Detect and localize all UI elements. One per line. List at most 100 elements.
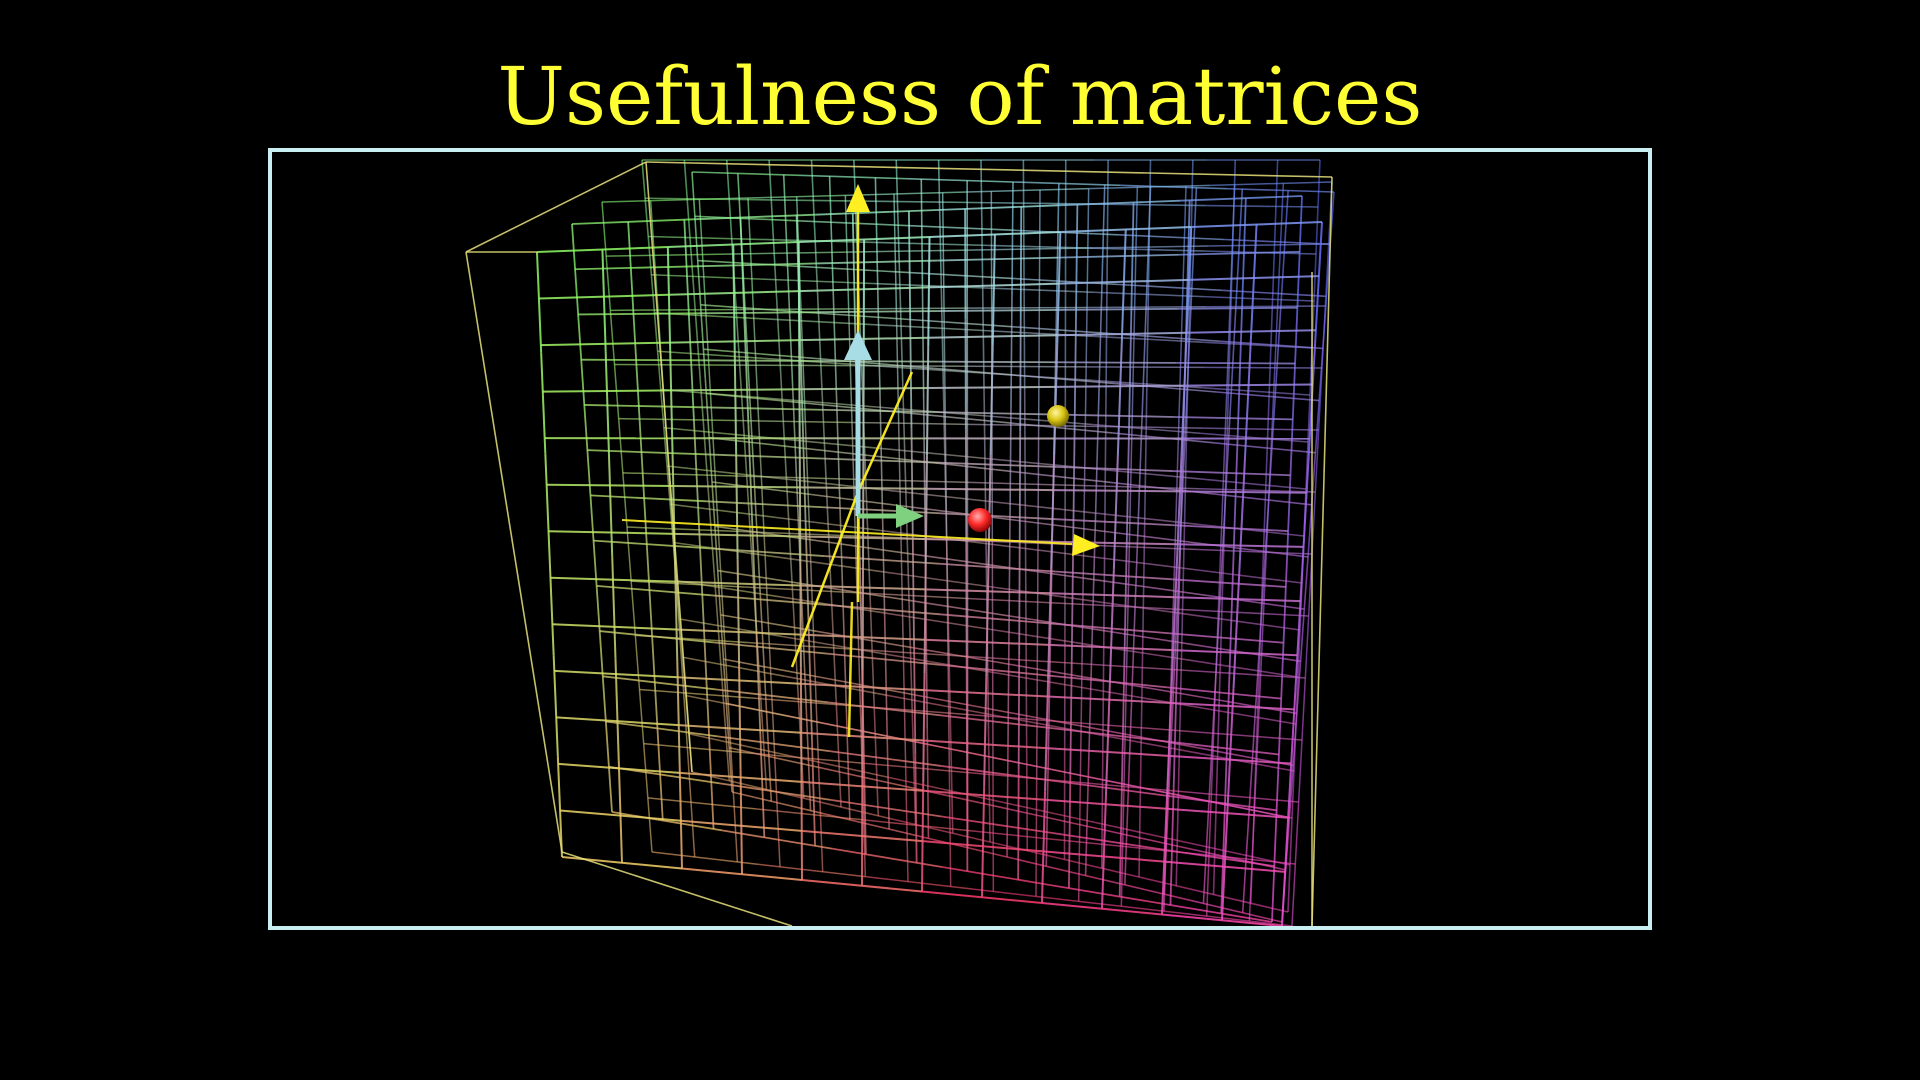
grid-line — [926, 346, 930, 456]
grid-line — [1092, 335, 1203, 343]
grid-line — [1012, 181, 1121, 187]
grid-line — [1235, 189, 1244, 309]
grid-line — [1257, 551, 1267, 673]
grid-line — [688, 321, 695, 423]
grid-line — [571, 223, 580, 323]
grid-line — [1185, 912, 1293, 926]
box-edge — [1311, 176, 1333, 926]
grid-line — [1047, 567, 1053, 680]
grid-line — [1019, 206, 1023, 319]
grid-line — [1093, 291, 1204, 298]
grid-line — [743, 320, 750, 425]
grid-line — [1101, 795, 1107, 909]
grid-line — [1241, 792, 1252, 913]
grid-line — [759, 591, 767, 697]
grid-line — [981, 786, 986, 898]
grid-line — [746, 641, 859, 651]
grid-line — [584, 419, 593, 519]
grid-line — [923, 739, 1047, 750]
grid-line — [1078, 900, 1186, 915]
grid-line — [1008, 663, 1105, 682]
grid-line — [1057, 331, 1187, 337]
grid-line — [1301, 456, 1310, 575]
grid-line — [939, 512, 1056, 521]
grid-line — [706, 500, 824, 509]
grid-line — [681, 867, 803, 881]
grid-line — [1195, 614, 1301, 631]
grid-line — [865, 487, 871, 598]
grid-line — [1108, 569, 1115, 683]
grid-line — [873, 706, 880, 816]
grid-line — [987, 628, 1091, 646]
grid-line — [611, 556, 617, 659]
grid-line — [989, 798, 1090, 823]
scene-frame — [268, 148, 1652, 930]
grid-line — [702, 406, 821, 411]
grid-line — [581, 358, 701, 362]
grid-line — [1057, 361, 1177, 364]
grid-line — [858, 648, 971, 658]
grid-line — [921, 782, 925, 892]
grid-line — [1281, 808, 1290, 926]
grid-line — [1249, 671, 1259, 793]
grid-line — [846, 249, 968, 253]
grid-line — [798, 348, 801, 455]
grid-line — [1314, 221, 1323, 340]
grid-line — [925, 588, 1051, 595]
grid-line — [1051, 540, 1178, 546]
grid-line — [1197, 548, 1313, 555]
grid-line — [647, 797, 756, 810]
grid-line — [1175, 456, 1183, 571]
grid-line — [1050, 592, 1176, 599]
grid-line — [1088, 184, 1211, 190]
grid-line — [983, 676, 988, 787]
grid-line — [1179, 490, 1307, 494]
grid-line — [673, 485, 800, 489]
grid-line — [711, 594, 826, 606]
grid-line — [695, 262, 817, 268]
grid-line — [870, 241, 983, 247]
grid-line — [1041, 791, 1047, 904]
grid-line — [1053, 343, 1059, 456]
grid-line — [1184, 305, 1192, 424]
grid-line — [1019, 318, 1022, 432]
grid-line — [597, 615, 607, 715]
grid-line — [1044, 679, 1050, 792]
grid-line — [1007, 631, 1010, 745]
grid-line — [1121, 665, 1126, 781]
grid-line — [1006, 856, 1099, 880]
grid-line — [906, 224, 1013, 232]
grid-line — [677, 676, 802, 685]
grid-line — [1191, 221, 1323, 228]
grid-line — [1190, 899, 1283, 923]
grid-line — [1211, 492, 1312, 506]
grid-line — [1056, 384, 1185, 388]
grid-line — [1180, 195, 1303, 202]
grid-line — [729, 308, 849, 311]
grid-line — [923, 564, 927, 674]
grid-line — [1100, 828, 1194, 851]
grid-line — [937, 256, 1059, 262]
box-edge — [465, 251, 563, 853]
grid-line — [542, 389, 672, 393]
grid-line — [1244, 340, 1252, 457]
grid-line — [1206, 305, 1326, 308]
grid-line — [1107, 580, 1207, 597]
grid-line — [1232, 436, 1239, 556]
grid-line — [1205, 204, 1319, 208]
grid-line — [1007, 759, 1102, 781]
grid-line — [601, 249, 607, 352]
grid-line — [822, 506, 940, 515]
grid-line — [1056, 231, 1062, 344]
grid-line — [1161, 799, 1168, 915]
grid-line — [741, 530, 856, 537]
y-axis — [790, 491, 860, 668]
grid-line — [787, 280, 794, 387]
grid-line — [1081, 663, 1194, 672]
grid-line — [895, 159, 901, 271]
grid-line — [682, 656, 785, 677]
grid-line — [544, 453, 551, 555]
grid-line — [1177, 306, 1298, 310]
grid-line — [698, 366, 708, 471]
grid-line — [879, 394, 884, 504]
